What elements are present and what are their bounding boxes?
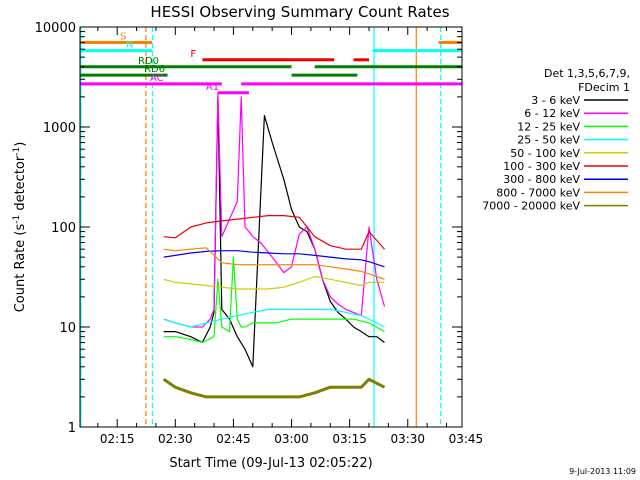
- plot-frame: [79, 26, 463, 428]
- x-tick-label-5: 03:30: [390, 432, 425, 446]
- state-bar-label-f: F: [190, 49, 196, 60]
- state-bar-label-a1: A1: [206, 82, 219, 93]
- x-tick-label-2: 02:45: [216, 432, 251, 446]
- series-line-1: [163, 96, 385, 368]
- x-tick-label-4: 03:15: [332, 432, 367, 446]
- series-line-4: [163, 308, 385, 328]
- x-tick-label-6: 03:45: [449, 432, 484, 446]
- y-tick-label-4: 10000: [35, 21, 76, 36]
- series-line-5: [163, 275, 385, 290]
- state-bar-label-s: S: [120, 31, 126, 42]
- legend-entry-label-1: 3 - 6 keV: [531, 94, 580, 107]
- series-line-9: [162, 377, 386, 399]
- series-line-3: [163, 256, 385, 344]
- y-axis-label-sup1: -1: [12, 215, 22, 224]
- legend-entry-label-4: 25 - 50 keV: [517, 134, 580, 147]
- legend-entry-label-2: 6 - 12 keV: [524, 107, 580, 120]
- x-tick-label-0: 02:15: [100, 432, 135, 446]
- y-tick-label-1: 10: [59, 321, 76, 336]
- y-axis-label: Count Rate (s-1 detector-1): [12, 142, 28, 313]
- y-tick-label-2: 100: [51, 221, 76, 236]
- timestamp-annotation: 9-Jul-2013 11:09: [569, 467, 636, 476]
- state-bar-label-n: N: [126, 40, 133, 51]
- y-axis-label-mid: detector: [13, 155, 28, 215]
- series-line-6: [163, 215, 385, 250]
- state-bar-label-rd0: RD0: [138, 56, 159, 67]
- legend-entry-label-5: 50 - 100 keV: [510, 147, 580, 160]
- x-tick-label-3: 03:00: [274, 432, 309, 446]
- x-tick-label-1: 02:30: [158, 432, 193, 446]
- state-bar-label-ac: AC: [150, 73, 164, 84]
- legend-entry-label-3: 12 - 25 keV: [517, 120, 580, 133]
- series-line-2: [163, 92, 386, 328]
- y-tick-label-3: 1000: [43, 121, 76, 136]
- series-line-8: [163, 247, 385, 280]
- y-axis-label-end: ): [13, 142, 28, 147]
- legend-entry-label-9: 7000 - 20000 keV: [482, 200, 580, 213]
- legend-entry-label-6: 100 - 300 keV: [503, 160, 580, 173]
- x-axis-label: Start Time (09-Jul-13 02:05:22): [169, 456, 372, 471]
- y-axis-label-main: Count Rate (s: [13, 224, 28, 313]
- state-bar-label-rd6: RD6: [144, 64, 165, 75]
- legend-entry-label-8: 800 - 7000 keV: [496, 186, 580, 199]
- y-tick-label-0: 1: [68, 421, 76, 436]
- y-axis-label-sup2: -1: [12, 147, 22, 156]
- legend-header-line2: FDecim 1: [578, 81, 630, 94]
- chart-title: HESSI Observing Summary Count Rates: [150, 3, 449, 21]
- legend-entry-label-7: 300 - 800 keV: [503, 173, 580, 186]
- legend-header-line1: Det 1,3,5,6,7,9,: [544, 67, 630, 80]
- series-line-7: [163, 250, 385, 268]
